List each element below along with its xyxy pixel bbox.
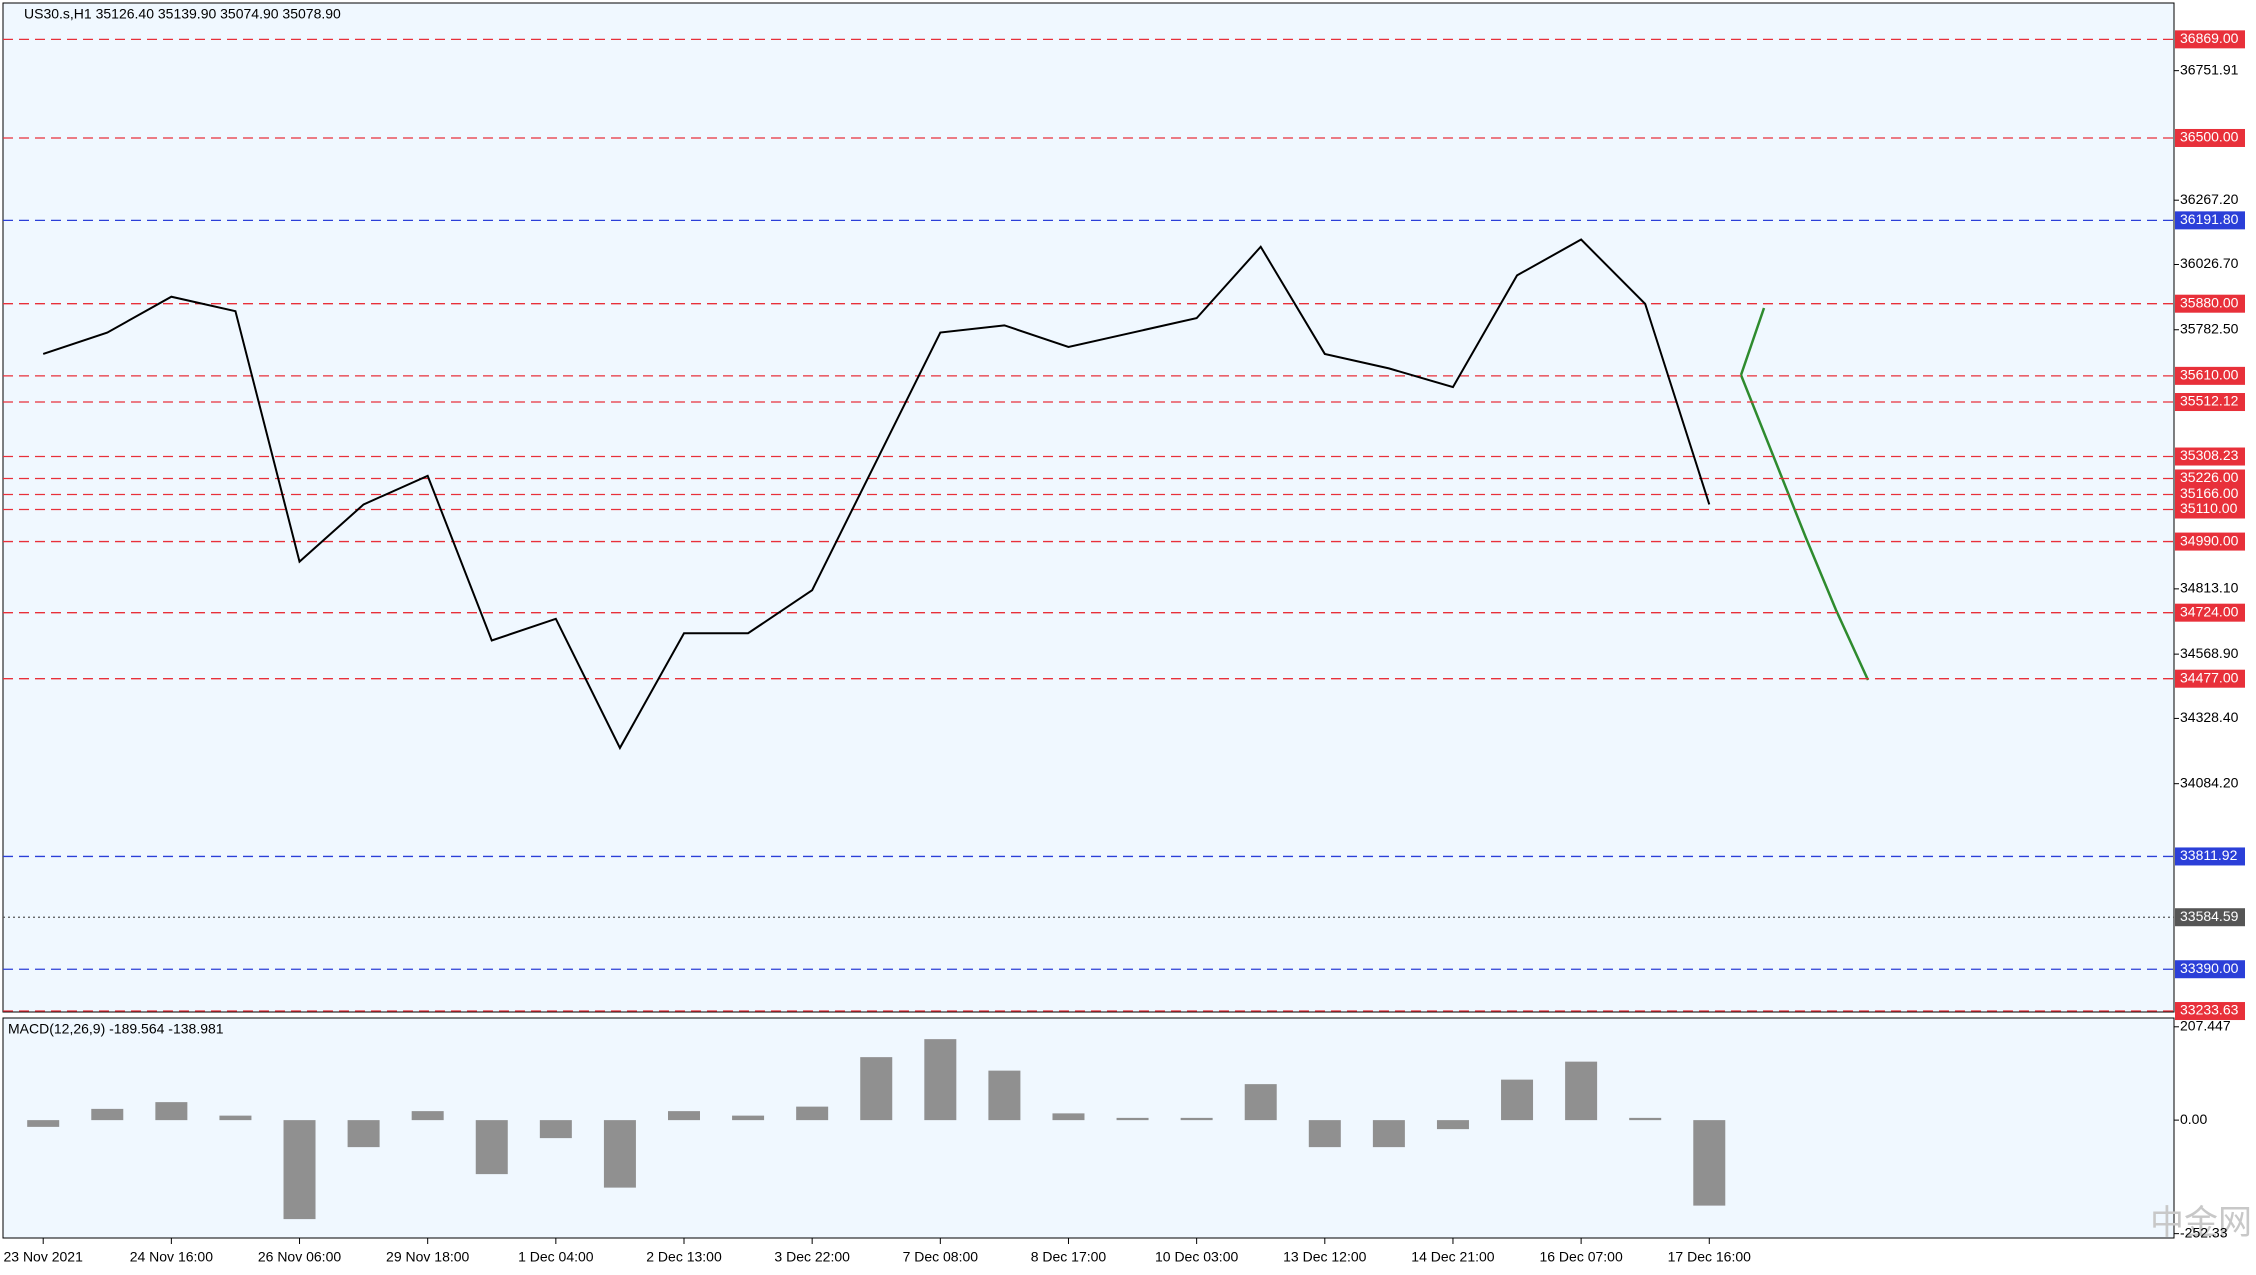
- arrow-down: [1739, 374, 1870, 681]
- macd-bar: [1244, 1084, 1277, 1121]
- level-label-box: [2175, 500, 2245, 519]
- watermark: 中金网: [2150, 1204, 2252, 1242]
- level-label-box: [2175, 669, 2245, 688]
- y-tick-label: 36751.91: [2180, 61, 2239, 77]
- macd-bar: [1308, 1120, 1341, 1148]
- level-label-box: [2175, 294, 2245, 313]
- level-label-box: [2175, 211, 2245, 230]
- level-label: 33584.59: [2180, 908, 2239, 924]
- macd-bar: [539, 1120, 572, 1139]
- macd-bar: [988, 1070, 1021, 1121]
- level-label-box: [2175, 366, 2245, 385]
- level-label: 36500.00: [2180, 129, 2239, 145]
- x-tick-label: 14 Dec 21:00: [1411, 1249, 1494, 1265]
- level-label: 35308.23: [2180, 447, 2239, 463]
- level-label: 33233.63: [2180, 1002, 2239, 1018]
- level-label: 35610.00: [2180, 367, 2239, 383]
- x-tick-label: 17 Dec 16:00: [1668, 1249, 1751, 1265]
- macd-bar: [475, 1120, 508, 1175]
- level-label: 36191.80: [2180, 211, 2239, 227]
- macd-bar: [411, 1111, 444, 1121]
- macd-bar: [27, 1120, 60, 1127]
- forecast-arrows: [1739, 307, 1870, 681]
- macd-bar: [1180, 1117, 1213, 1121]
- y-tick-label: 34568.90: [2180, 645, 2239, 661]
- level-label-box: [2175, 447, 2245, 466]
- macd-bar: [155, 1102, 188, 1121]
- y-tick-label: 34084.20: [2180, 774, 2239, 790]
- level-label-box: [2175, 532, 2245, 551]
- level-label: 35110.00: [2180, 500, 2238, 516]
- macd-bar: [1436, 1120, 1469, 1130]
- macd-bar: [668, 1111, 700, 1121]
- macd-bar: [732, 1115, 765, 1121]
- x-tick-label: 1 Dec 04:00: [518, 1249, 594, 1265]
- macd-bar: [1565, 1061, 1598, 1121]
- level-label-box: [2175, 30, 2245, 49]
- level-label: 33811.92: [2180, 847, 2238, 863]
- x-tick-label: 8 Dec 17:00: [1031, 1249, 1107, 1265]
- level-label: 33390.00: [2180, 960, 2239, 976]
- level-label: 34477.00: [2180, 669, 2239, 685]
- level-label: 35166.00: [2180, 485, 2239, 501]
- level-label: 35880.00: [2180, 294, 2239, 310]
- level-label: 34724.00: [2180, 603, 2239, 619]
- y-tick-label: 34813.10: [2180, 580, 2239, 596]
- x-tick-label: 10 Dec 03:00: [1155, 1249, 1238, 1265]
- x-tick-label: 13 Dec 12:00: [1283, 1249, 1366, 1265]
- macd-bar: [1052, 1113, 1085, 1121]
- y-tick-label: 35782.50: [2180, 320, 2239, 336]
- x-tick-label: 16 Dec 07:00: [1539, 1249, 1622, 1265]
- y-tick-label: -252.33: [2180, 1224, 2228, 1240]
- level-label-box: [2175, 908, 2245, 927]
- macd-bar: [347, 1120, 380, 1148]
- level-label: 36869.00: [2180, 30, 2239, 46]
- macd-bar: [1372, 1120, 1405, 1148]
- level-label: 34990.00: [2180, 532, 2239, 548]
- x-tick-label: 2 Dec 13:00: [646, 1249, 722, 1265]
- level-label-box: [2175, 847, 2245, 866]
- macd-bar: [283, 1120, 316, 1220]
- y-tick-label: 36026.70: [2180, 255, 2239, 271]
- macd-title: MACD(12,26,9) -189.564 -138.981: [8, 1021, 224, 1037]
- x-tick-label: 7 Dec 08:00: [903, 1249, 979, 1265]
- x-tick-label: 3 Dec 22:00: [774, 1249, 850, 1265]
- x-tick-label: 26 Nov 06:00: [258, 1249, 341, 1265]
- macd-bar: [1116, 1117, 1149, 1121]
- arrow-up: [1739, 307, 1766, 376]
- macd-panel: [2, 1017, 2175, 1239]
- macd-bar: [924, 1039, 957, 1121]
- macd-bar: [91, 1108, 124, 1121]
- level-label-box: [2175, 128, 2245, 147]
- level-label: 35226.00: [2180, 469, 2239, 485]
- level-label-box: [2175, 485, 2245, 504]
- x-tick-label: 29 Nov 18:00: [386, 1249, 469, 1265]
- y-tick-label: 36267.20: [2180, 191, 2239, 207]
- macd-bar: [860, 1057, 893, 1121]
- y-tick-label: 34328.40: [2180, 709, 2239, 725]
- macd-bar: [219, 1115, 252, 1121]
- level-label-box: [2175, 603, 2245, 622]
- macd-bar: [1501, 1079, 1534, 1121]
- chart-title: US30.s,H1 35126.40 35139.90 35074.90 350…: [24, 6, 341, 22]
- macd-bar: [1629, 1117, 1662, 1121]
- y-tick-label: 0.00: [2180, 1111, 2207, 1127]
- level-label-box: [2175, 393, 2245, 412]
- level-label-box: [2175, 960, 2245, 979]
- level-label: 35512.12: [2180, 393, 2239, 409]
- main-panel: [2, 2, 2175, 1013]
- macd-bar: [1693, 1120, 1726, 1206]
- x-tick-label: 23 Nov 2021: [3, 1249, 83, 1265]
- y-tick-label: 207.447: [2180, 1018, 2231, 1034]
- level-label-box: [2175, 469, 2245, 488]
- macd-bar: [796, 1106, 829, 1121]
- macd-bar: [603, 1120, 636, 1188]
- x-tick-label: 24 Nov 16:00: [130, 1249, 213, 1265]
- level-label-box: [2175, 1002, 2245, 1021]
- price-line: [42, 238, 1711, 751]
